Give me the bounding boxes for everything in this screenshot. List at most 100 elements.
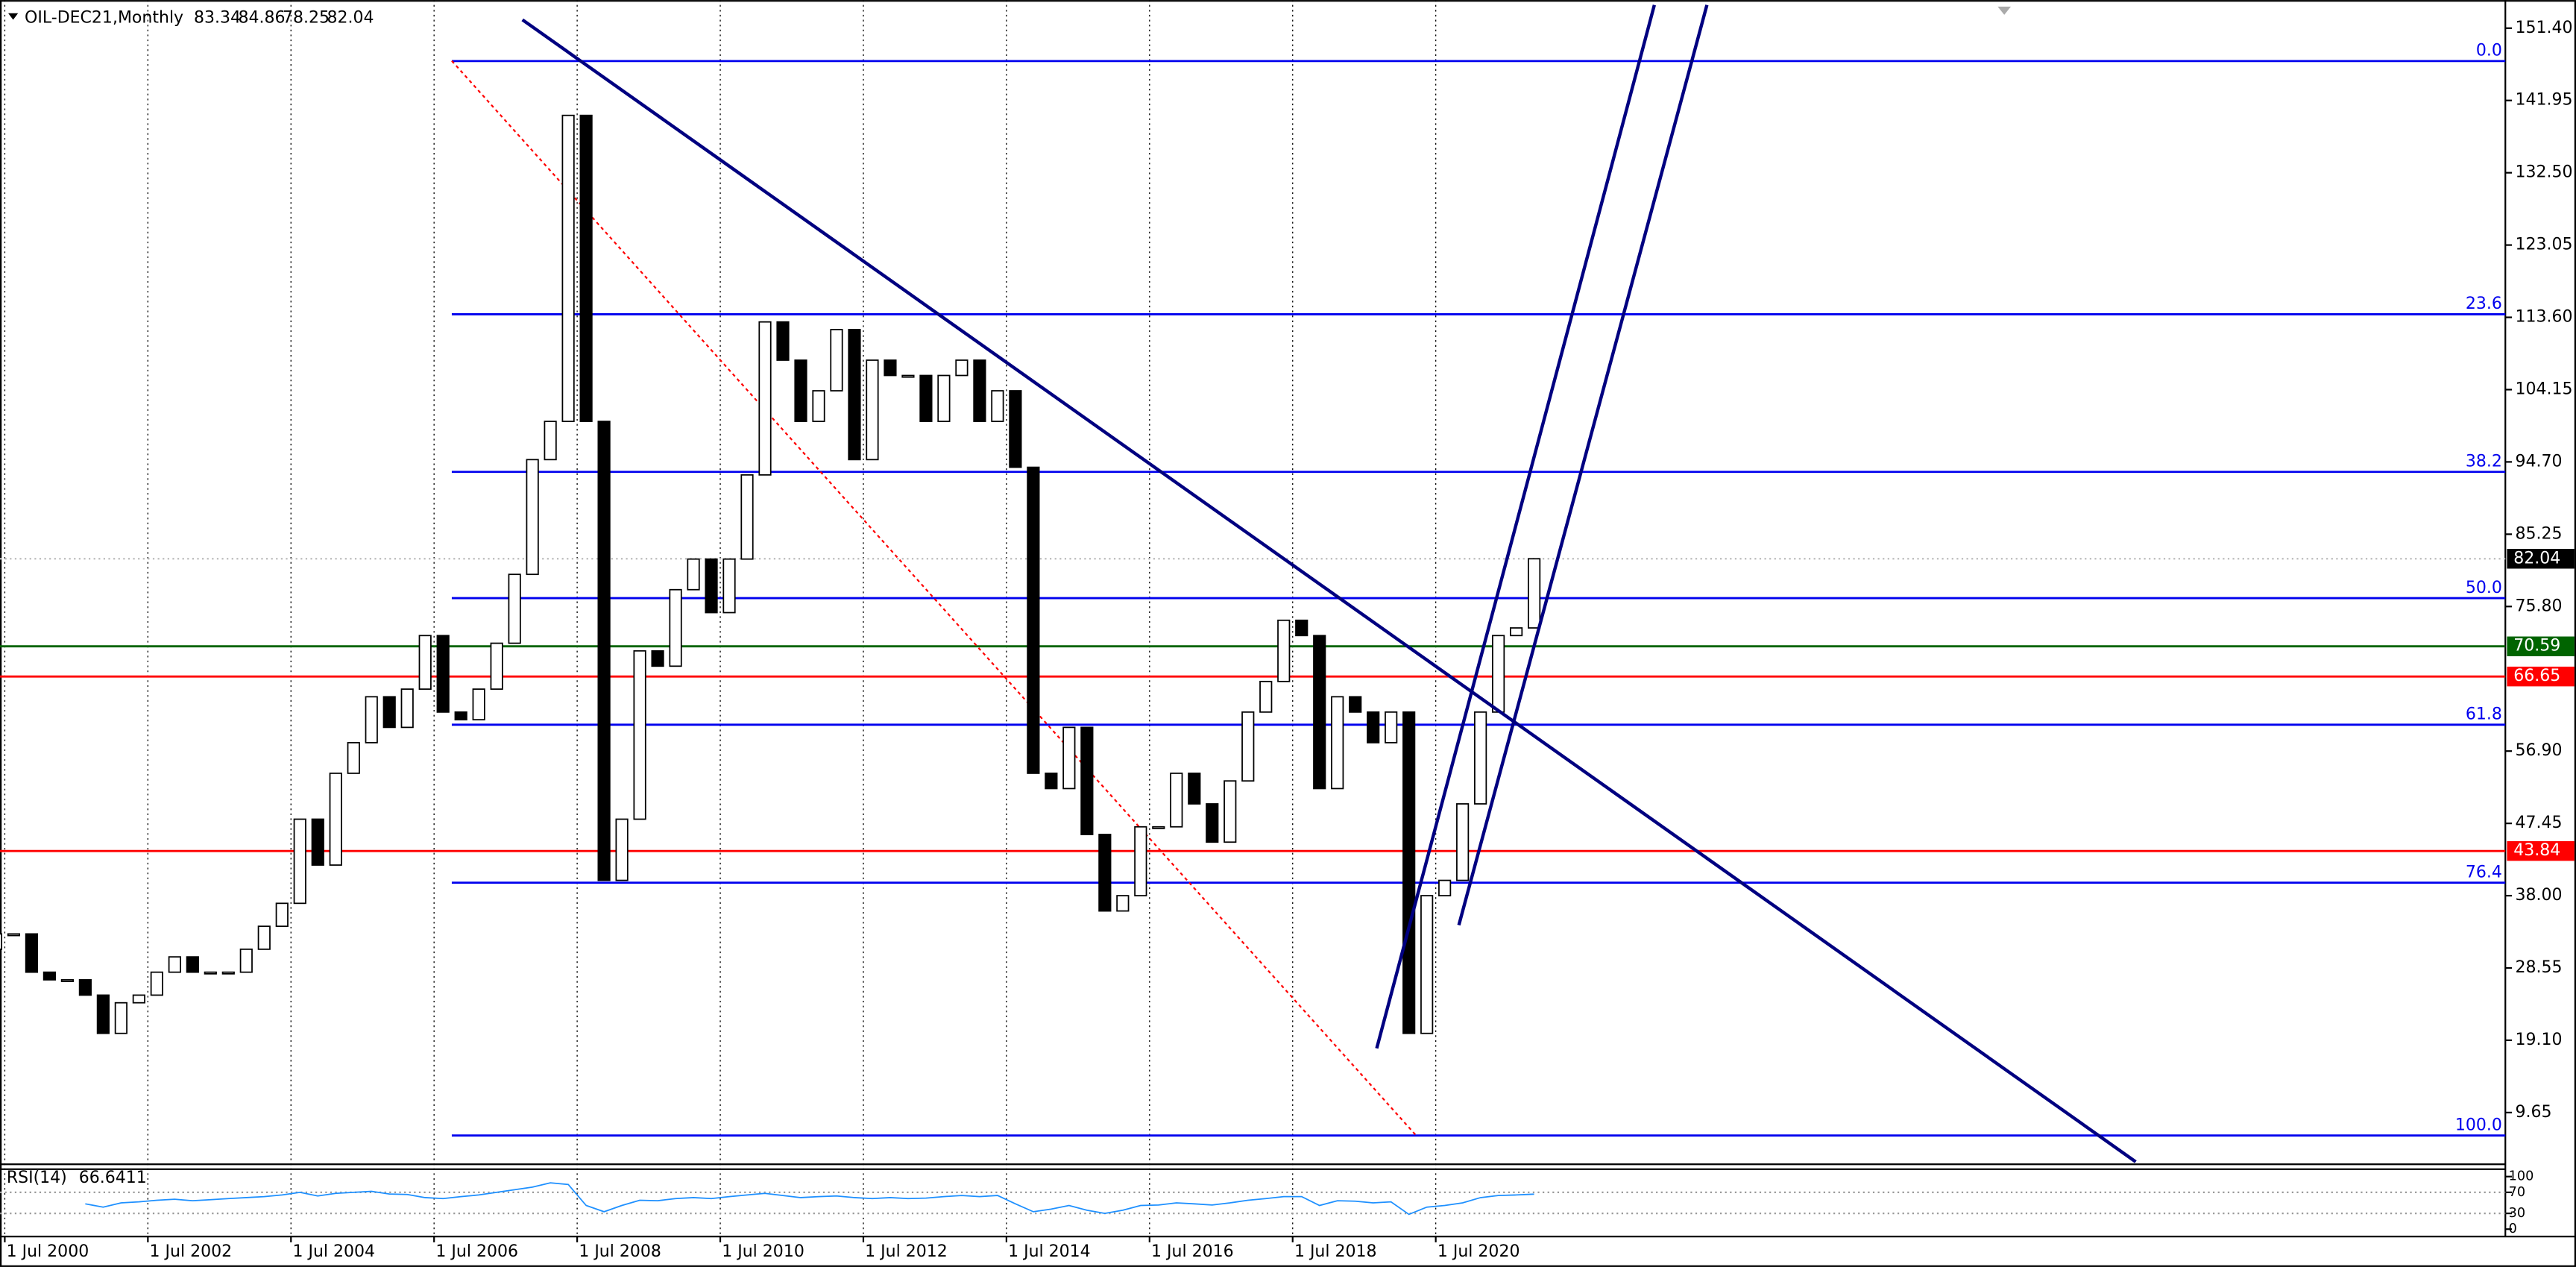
- candle: [1045, 773, 1058, 790]
- candle: [1170, 773, 1183, 828]
- menu-triangle: [8, 13, 19, 20]
- fib-label: 61.8: [2466, 705, 2502, 724]
- rsi-tick-label: 0: [2509, 1222, 2517, 1236]
- y-tick-label: 38.00: [2515, 886, 2562, 905]
- rsi-tick-label: 100: [2509, 1169, 2534, 1184]
- candle: [1206, 803, 1219, 843]
- x-tick-label: 1 Jul 2008: [579, 1242, 661, 1261]
- fib-label: 50.0: [2466, 579, 2502, 597]
- y-tick-label: 28.55: [2515, 958, 2562, 977]
- candle: [615, 818, 629, 881]
- ohlc-value: 82.04: [327, 8, 374, 27]
- candle: [1402, 711, 1416, 1034]
- candle: [884, 359, 897, 377]
- candle: [257, 925, 271, 950]
- x-tick-label: 1 Jul 2020: [1437, 1242, 1520, 1261]
- candle: [25, 933, 38, 973]
- trend-line: [521, 18, 2137, 1163]
- price-box-label: 43.84: [2513, 841, 2560, 860]
- candle: [705, 558, 718, 614]
- candle: [687, 558, 700, 591]
- fib-label: 38.2: [2466, 453, 2502, 471]
- fib-label: 23.6: [2466, 295, 2502, 313]
- candle: [1367, 711, 1380, 743]
- candles: [0, 114, 1541, 1034]
- candle: [633, 650, 646, 820]
- candle: [1098, 834, 1112, 912]
- candle: [293, 818, 306, 905]
- candle: [955, 359, 969, 377]
- candle: [454, 711, 467, 721]
- candle: [1134, 826, 1147, 896]
- price-box: [2507, 549, 2575, 569]
- candle: [311, 818, 324, 866]
- candle: [561, 114, 575, 422]
- x-tick-label: 1 Jul 2016: [1151, 1242, 1234, 1261]
- candle: [1474, 711, 1487, 805]
- rsi-tick-label: 30: [2509, 1206, 2525, 1221]
- candle: [758, 321, 772, 476]
- candle: [1188, 773, 1201, 805]
- fib-label: 100.0: [2455, 1116, 2502, 1134]
- levels: 0.0 23.6 38.2 50.0 61.8 76.4 100.0: [0, 42, 2506, 1137]
- candle: [866, 359, 879, 461]
- axes: 1 Jul 2000 1 Jul 2002 1 Jul 2004 1 Jul 2006…: [4, 19, 2575, 1261]
- y-tick-label: 94.70: [2515, 452, 2562, 471]
- candle: [1385, 711, 1398, 743]
- candle: [1062, 726, 1076, 790]
- candle: [365, 696, 378, 743]
- chart-title: OIL-DEC21,Monthly: [25, 8, 183, 27]
- ohlc-value: 83.34: [194, 8, 241, 27]
- y-tick-label: 132.50: [2515, 163, 2572, 182]
- x-tick-label: 1 Jul 2006: [435, 1242, 518, 1261]
- channel-line: [1457, 4, 1709, 926]
- shift-marker: [1997, 6, 2012, 15]
- x-tick-label: 1 Jul 2004: [292, 1242, 375, 1261]
- candle: [1152, 826, 1165, 829]
- candle: [1438, 879, 1452, 896]
- price-box-label: 66.65: [2513, 667, 2560, 685]
- candle: [1295, 619, 1309, 637]
- y-tick-label: 19.10: [2515, 1031, 2562, 1049]
- candle: [0, 933, 3, 950]
- candle: [42, 971, 56, 981]
- candle: [472, 688, 485, 721]
- candle: [526, 459, 539, 576]
- candle: [848, 329, 861, 461]
- candle: [78, 979, 92, 996]
- y-tick-label: 56.90: [2515, 741, 2562, 760]
- candle: [651, 650, 664, 667]
- candle: [275, 902, 289, 927]
- ohlc-value: 78.25: [283, 8, 330, 27]
- candle: [579, 114, 593, 422]
- rsi-tick-label: 70: [2509, 1185, 2525, 1200]
- y-tick-label: 141.95: [2515, 91, 2572, 110]
- candle: [740, 474, 754, 560]
- candle: [1510, 627, 1523, 637]
- price-box: [2507, 666, 2575, 687]
- trend-lines: [521, 4, 2137, 1163]
- price-box: [2507, 636, 2575, 656]
- y-tick-label: 75.80: [2515, 597, 2562, 615]
- price-box-label: 70.59: [2513, 637, 2560, 655]
- candle: [168, 956, 181, 973]
- candle: [830, 329, 843, 392]
- candle: [418, 635, 432, 690]
- candle: [1259, 680, 1273, 713]
- candle: [150, 971, 163, 996]
- ohlc-value: 84.86: [238, 8, 285, 27]
- fib-label: 0.0: [2476, 42, 2502, 60]
- candle: [1080, 726, 1094, 835]
- candle: [776, 321, 790, 361]
- candle: [973, 359, 986, 422]
- candle: [1116, 895, 1130, 912]
- candle: [919, 374, 933, 422]
- candle: [812, 390, 825, 422]
- candle: [60, 979, 74, 982]
- candle: [1331, 696, 1344, 790]
- candle: [1224, 780, 1237, 843]
- candle: [1027, 466, 1040, 774]
- candle: [669, 588, 682, 667]
